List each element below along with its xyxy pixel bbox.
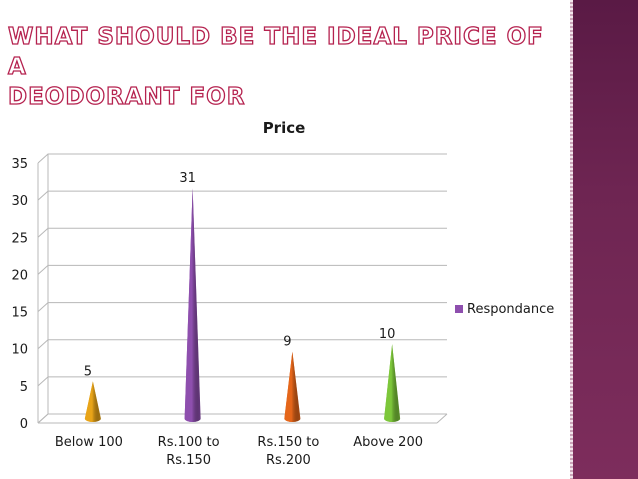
gridline: [37, 153, 447, 164]
data-label: 5: [84, 364, 92, 379]
bar-shading: [284, 351, 301, 423]
price-chart: Price 0 5 10 15 20 25 30 35 5 31 9 10 Below 100 Rs.…: [11, 119, 554, 468]
x-axis-categories: Below 100 Rs.100 to Rs.150 Rs.150 to Rs.200 A…: [55, 435, 423, 468]
gridline: [37, 227, 447, 238]
y-tick-label: 30: [11, 194, 28, 209]
y-axis-ticks: 0 5 10 15 20 25 30 35: [11, 157, 28, 432]
bar: 31: [179, 171, 201, 423]
gridline: [37, 190, 447, 201]
bar: 10: [379, 327, 401, 423]
x-category-label: Below 100: [55, 435, 123, 450]
y-tick-label: 20: [11, 268, 28, 283]
slide-title: WHAT SHOULD BE THE IDEAL PRICE OF A DEOD…: [7, 22, 548, 112]
slide-title-line-1: WHAT SHOULD BE THE IDEAL PRICE OF A: [7, 23, 544, 80]
legend-swatch: [455, 305, 463, 313]
data-label: 9: [283, 335, 291, 350]
y-tick-label: 25: [11, 231, 28, 246]
x-category-label: Above 200: [353, 435, 423, 450]
bar-shading: [84, 381, 101, 423]
data-label: 31: [179, 171, 196, 186]
chart-legend: Respondance: [455, 302, 554, 317]
bar-shading: [184, 188, 201, 423]
bar: 9: [283, 335, 301, 423]
x-category-label: Rs.100 to Rs.150: [158, 435, 220, 468]
gridline: [37, 413, 447, 424]
y-tick-label: 15: [11, 306, 28, 321]
sidebar-stripe: [570, 0, 573, 479]
gridline: [37, 376, 447, 387]
gridline: [37, 264, 447, 275]
y-tick-label: 10: [11, 343, 28, 358]
bar-shading: [384, 344, 401, 423]
slide-title-line-2: DEODORANT FOR: [7, 83, 246, 110]
data-label: 10: [379, 327, 396, 342]
bar: 5: [84, 364, 101, 423]
x-category-label: Rs.150 to Rs.200: [257, 435, 319, 468]
chart-bars: 5 31 9 10: [84, 171, 401, 423]
decorative-sidebar: [570, 0, 638, 479]
legend-label: Respondance: [467, 302, 554, 317]
gridline: [37, 302, 447, 312]
y-tick-label: 0: [20, 417, 28, 432]
y-tick-label: 5: [20, 380, 28, 395]
y-tick-label: 35: [11, 157, 28, 172]
chart-grid: [37, 153, 448, 424]
gridline: [37, 339, 447, 350]
chart-title: Price: [263, 119, 306, 137]
floor-right-edge: [436, 413, 448, 424]
